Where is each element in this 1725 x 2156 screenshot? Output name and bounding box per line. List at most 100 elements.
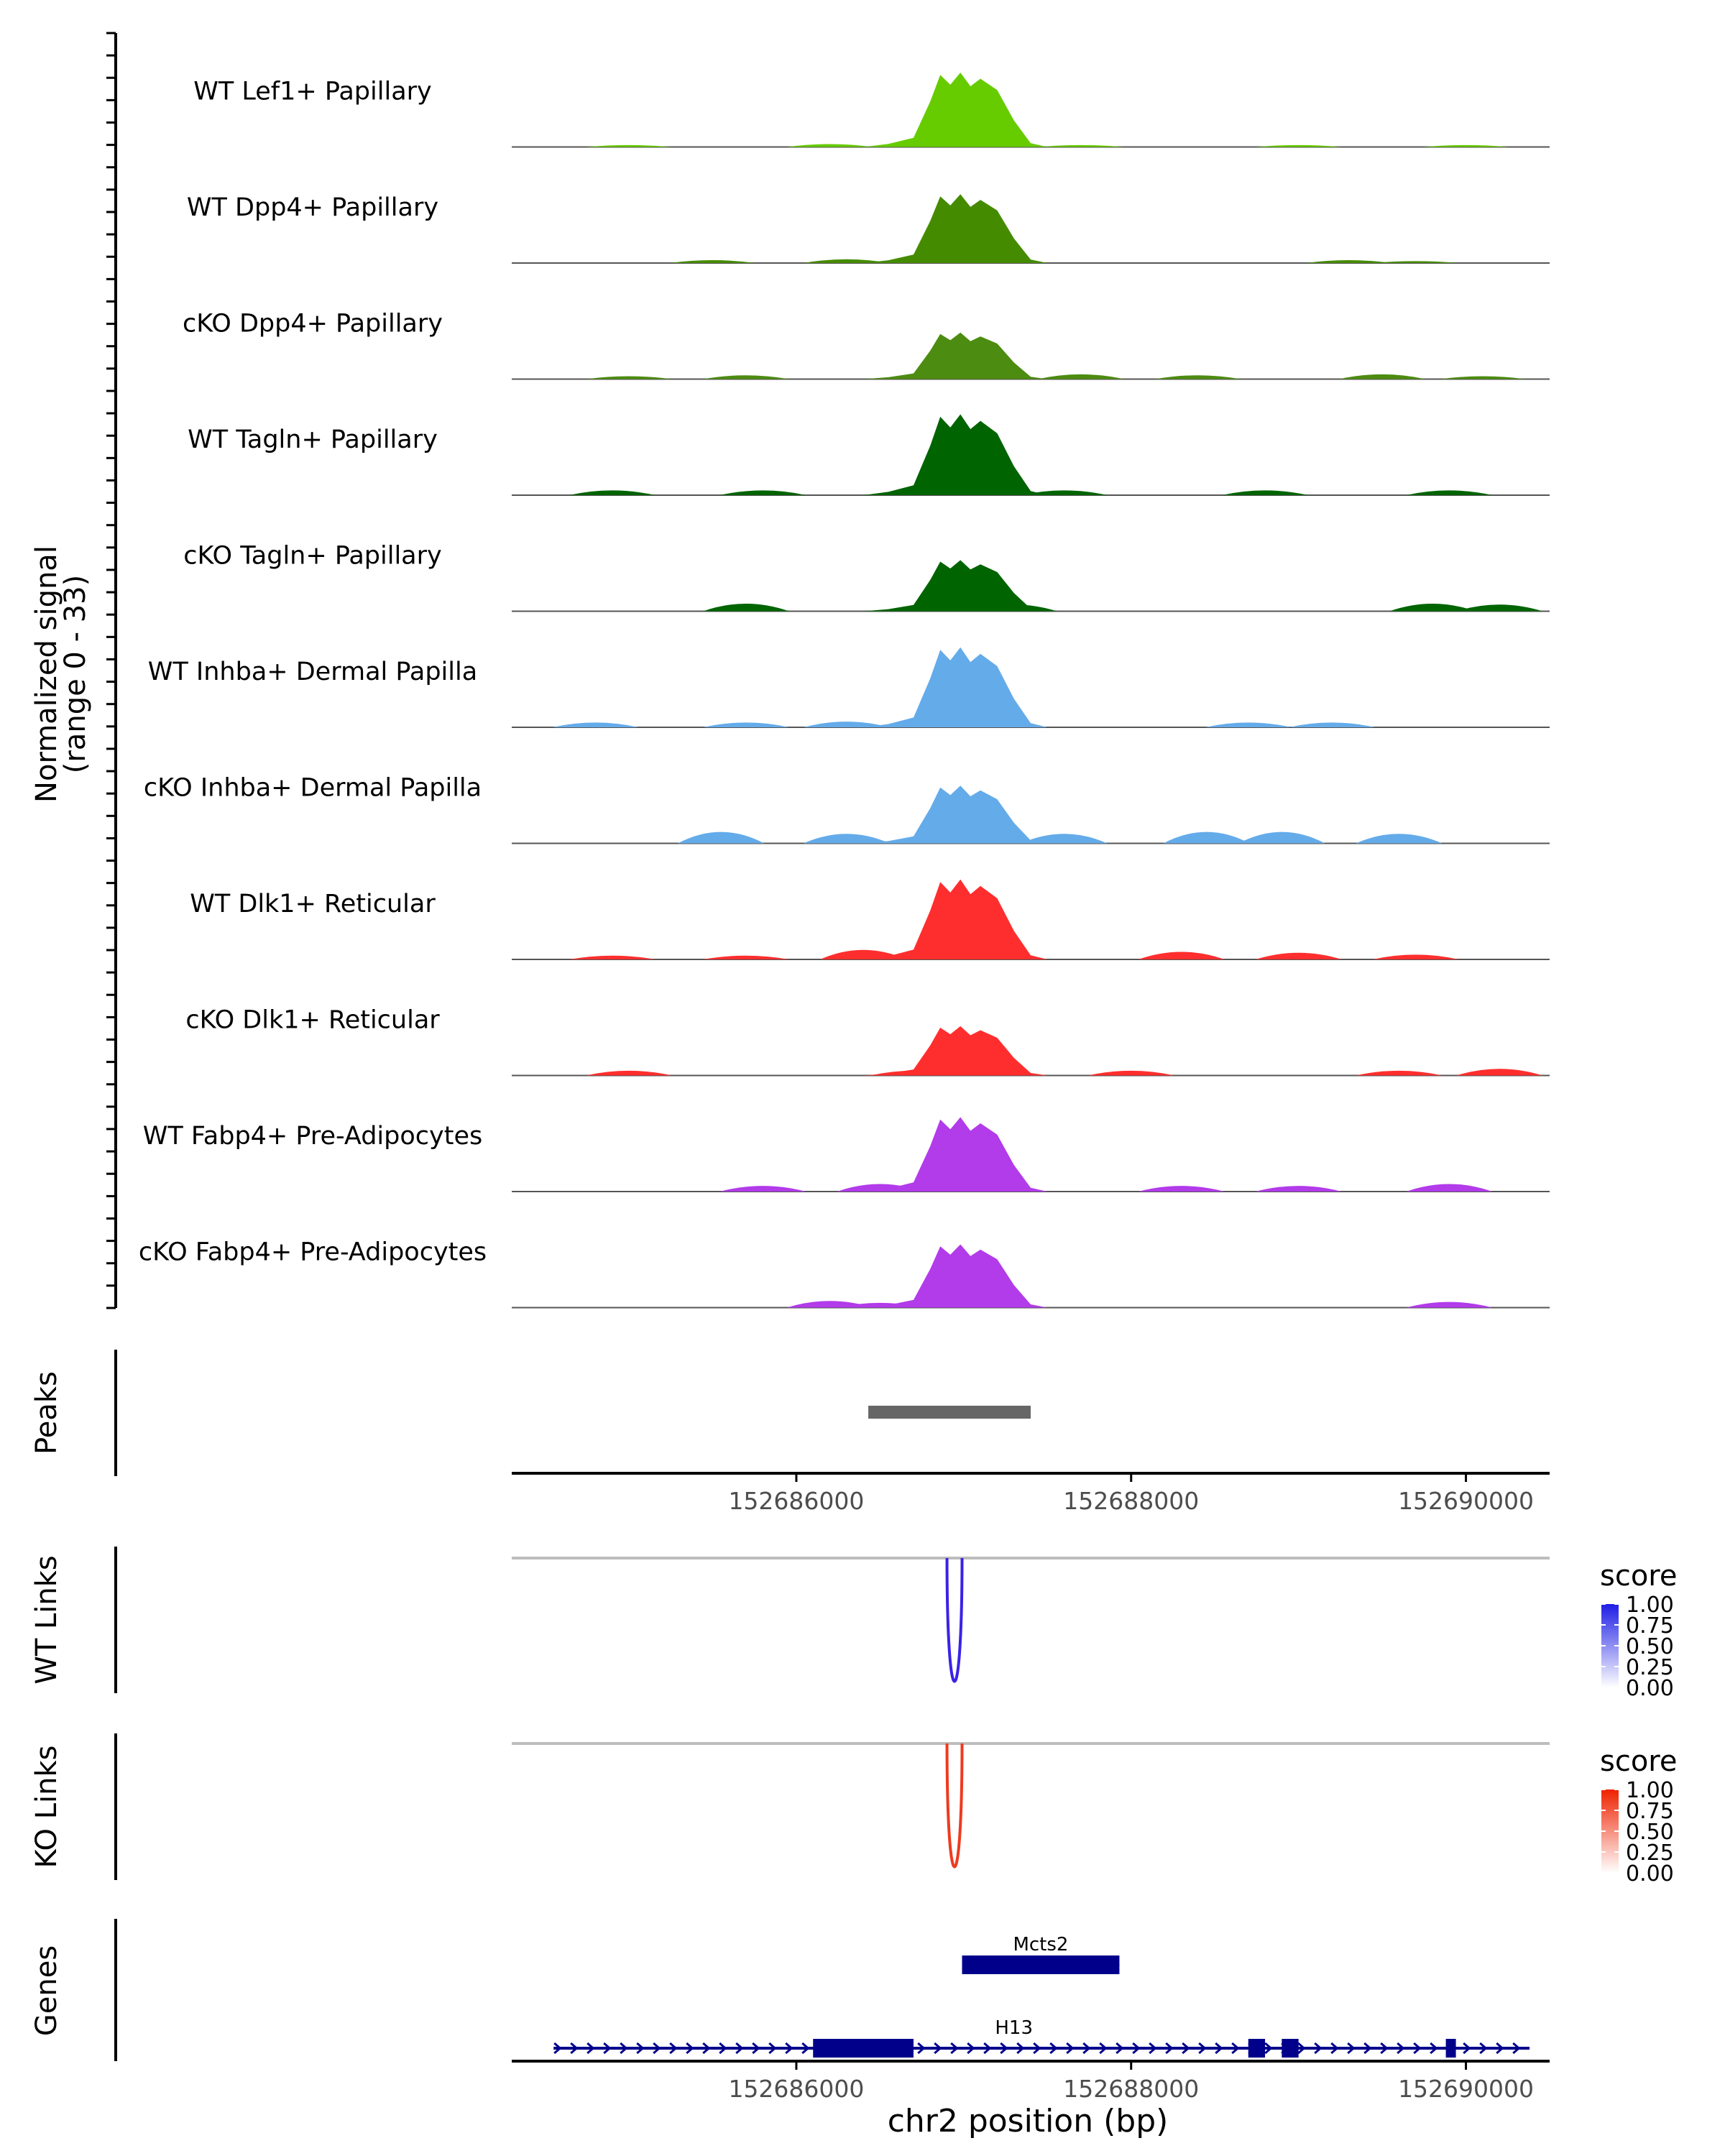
strand-arrow xyxy=(1496,2042,1504,2055)
x-tick-label: 152688000 xyxy=(1063,2075,1199,2103)
gene-exon xyxy=(1248,2039,1266,2058)
coverage-track: cKO Inhba+ Dermal Papilla xyxy=(144,774,1550,844)
peaks-label: Peaks xyxy=(30,1371,63,1455)
strand-arrow xyxy=(1165,2042,1174,2055)
strand-arrow xyxy=(719,2042,727,2055)
signal-peak xyxy=(863,879,1048,959)
genes-panel: Genes Mcts2 H13 xyxy=(30,1919,1530,2061)
signal-bump xyxy=(1021,834,1108,844)
ko-score-legend: score 1.000.750.500.250.00 xyxy=(1600,1745,1677,1886)
strand-arrow xyxy=(1033,2042,1041,2055)
legend-tick-label: 0.25 xyxy=(1626,1655,1674,1680)
signal-bump xyxy=(1138,952,1225,959)
signal-bump xyxy=(820,949,907,959)
track-label: WT Dpp4+ Papillary xyxy=(187,193,438,222)
signal-bump xyxy=(703,603,790,612)
signal-bump xyxy=(669,260,756,263)
strand-arrow xyxy=(983,2042,992,2055)
strand-arrow xyxy=(669,2042,678,2055)
strand-arrow xyxy=(1231,2042,1240,2055)
signal-bump xyxy=(1406,1184,1493,1192)
coverage-tracks: WT Lef1+ Papillary WT Dpp4+ Papillary cKO … xyxy=(139,73,1550,1309)
signal-axis-title-line1: Normalized signal xyxy=(30,545,63,803)
track-label: cKO Fabp4+ Pre-Adipocytes xyxy=(139,1238,487,1267)
signal-bump xyxy=(1087,1070,1174,1076)
strand-arrow xyxy=(1082,2042,1091,2055)
signal-bump xyxy=(1422,144,1509,147)
signal-bump xyxy=(586,376,673,379)
signal-bump xyxy=(1406,490,1493,495)
strand-arrow xyxy=(1430,2042,1438,2055)
strand-arrow xyxy=(735,2042,744,2055)
wt-links-label: WT Links xyxy=(30,1555,63,1684)
strand-arrow xyxy=(1049,2042,1058,2055)
strand-arrow xyxy=(1198,2042,1207,2055)
legend-tick-label: 1.00 xyxy=(1626,1778,1674,1803)
strand-arrow xyxy=(686,2042,694,2055)
strand-arrow xyxy=(702,2042,711,2055)
signal-peak xyxy=(863,414,1048,495)
coverage-track: WT Dpp4+ Papillary xyxy=(187,193,1550,264)
strand-arrow xyxy=(1066,2042,1075,2055)
strand-arrow xyxy=(1182,2042,1190,2055)
strand-arrow xyxy=(917,2042,926,2055)
x-tick-label: 152686000 xyxy=(728,1487,864,1515)
track-label: WT Inhba+ Dermal Papilla xyxy=(148,658,477,686)
strand-arrow xyxy=(1314,2042,1322,2055)
signal-bump xyxy=(837,1302,924,1308)
coverage-track: cKO Fabp4+ Pre-Adipocytes xyxy=(139,1238,1550,1309)
track-label: WT Tagln+ Papillary xyxy=(188,425,438,454)
signal-bump xyxy=(569,955,656,959)
ko-links-panel: KO Links xyxy=(30,1733,1550,1880)
signal-bump xyxy=(1439,376,1526,379)
wt-score-legend: score 1.000.750.500.250.00 xyxy=(1600,1560,1677,1701)
strand-arrow xyxy=(620,2042,628,2055)
signal-bump xyxy=(1389,603,1476,612)
strand-arrow xyxy=(586,2042,595,2055)
wt-links-panel: WT Links xyxy=(30,1547,1550,1693)
strand-arrow xyxy=(934,2042,942,2055)
strand-arrow xyxy=(1000,2042,1008,2055)
signal-bump xyxy=(1255,1186,1342,1192)
signal-peak xyxy=(863,73,1048,147)
legend-tick-label: 0.00 xyxy=(1626,1861,1674,1886)
signal-bump xyxy=(1356,1070,1443,1076)
strand-arrow xyxy=(1132,2042,1141,2055)
signal-bump xyxy=(586,1070,673,1076)
signal-bump xyxy=(569,490,656,495)
legend-tick-label: 0.75 xyxy=(1626,1613,1674,1639)
legend-tick-label: 0.75 xyxy=(1626,1799,1674,1824)
signal-bump xyxy=(703,375,790,379)
gene-model: H13 xyxy=(553,2017,1530,2058)
strand-arrow xyxy=(553,2042,562,2055)
ko-legend-title: score xyxy=(1600,1745,1677,1778)
track-label: cKO Tagln+ Papillary xyxy=(183,542,442,571)
signal-bump xyxy=(586,144,673,147)
track-label: cKO Dlk1+ Reticular xyxy=(185,1006,440,1035)
ko-link-arc xyxy=(945,1743,964,1869)
strand-arrow xyxy=(1215,2042,1223,2055)
strand-arrow xyxy=(1116,2042,1124,2055)
strand-arrow xyxy=(1264,2042,1273,2055)
x-tick-label: 152686000 xyxy=(728,2075,864,2103)
signal-peak xyxy=(863,786,1048,844)
signal-bump xyxy=(1205,722,1292,727)
ko-links-label: KO Links xyxy=(30,1746,63,1869)
signal-peak xyxy=(863,194,1048,263)
signal-peak xyxy=(863,1244,1048,1308)
signal-bump xyxy=(1238,831,1325,844)
signal-bump xyxy=(803,722,890,727)
signal-bump xyxy=(803,834,890,844)
strand-arrow xyxy=(653,2042,661,2055)
track-label: WT Fabp4+ Pre-Adipocytes xyxy=(143,1122,482,1151)
signal-bump xyxy=(1305,260,1392,263)
signal-bump xyxy=(1406,1302,1493,1308)
gene-label: Mcts2 xyxy=(1013,1934,1068,1955)
signal-peak xyxy=(863,332,1048,379)
strand-arrow xyxy=(1149,2042,1157,2055)
signal-bump xyxy=(703,722,790,727)
x-tick-label: 152690000 xyxy=(1398,2075,1534,2103)
signal-bump xyxy=(1021,490,1108,495)
gene-label: H13 xyxy=(995,2017,1033,2039)
